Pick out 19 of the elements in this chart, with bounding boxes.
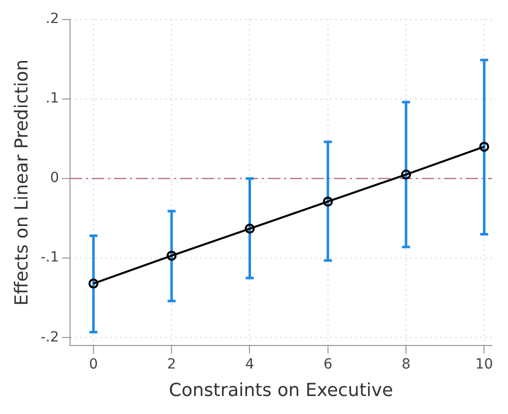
y-axis-title: Effects on Linear Prediction (11, 59, 32, 306)
point (166, 250, 177, 261)
point (88, 278, 98, 289)
x-axis-title: Constraints on Executive (168, 380, 394, 401)
point (244, 224, 255, 234)
x-tick-label: 6 (323, 356, 332, 373)
x-tick-label: 4 (245, 356, 254, 373)
y-tick-label: .1 (46, 90, 60, 107)
point (401, 170, 412, 180)
x-tick-label: 8 (402, 356, 410, 373)
y-tick-label: .2 (46, 11, 60, 28)
point (322, 196, 333, 207)
x-tick-label: 2 (167, 356, 176, 373)
y-tick-label: -.2 (40, 329, 60, 346)
x-tick-label: 0 (88, 356, 98, 373)
y-tick-label: -.1 (40, 250, 60, 266)
y-tick-label: 0 (50, 170, 60, 186)
x-tick-label: 10 (475, 356, 494, 373)
point (479, 142, 490, 152)
